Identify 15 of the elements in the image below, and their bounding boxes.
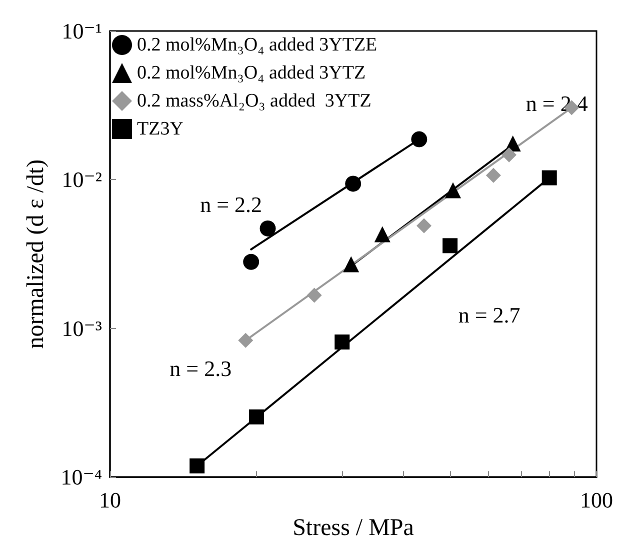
annotation: n = 2.2 bbox=[200, 192, 262, 217]
y-tick-label: 10⁻¹ bbox=[62, 18, 102, 44]
y-tick-label: 10⁻⁴ bbox=[60, 464, 102, 490]
y-tick-label: 10⁻³ bbox=[62, 316, 102, 341]
x-tick-label: 10 bbox=[99, 488, 121, 513]
legend-label: 0.2 mass%Al₂O₃ added 3YTZ bbox=[137, 90, 372, 112]
legend-label: 0.2 mol%Mn₃O₄ added 3YTZ bbox=[137, 62, 366, 84]
y-tick-label: 10⁻² bbox=[62, 167, 102, 192]
annotation: n = 2.3 bbox=[170, 356, 232, 381]
x-axis-title: Stress / MPa bbox=[292, 515, 414, 541]
legend-label: 0.2 mol%Mn₃O₄ added 3YTZE bbox=[137, 34, 378, 56]
legend-label: TZ3Y bbox=[137, 118, 184, 140]
y-axis-title: normalized (d ε /dt) bbox=[23, 159, 49, 349]
annotation: n = 2.7 bbox=[458, 302, 520, 328]
x-tick-label: 100 bbox=[580, 488, 613, 513]
